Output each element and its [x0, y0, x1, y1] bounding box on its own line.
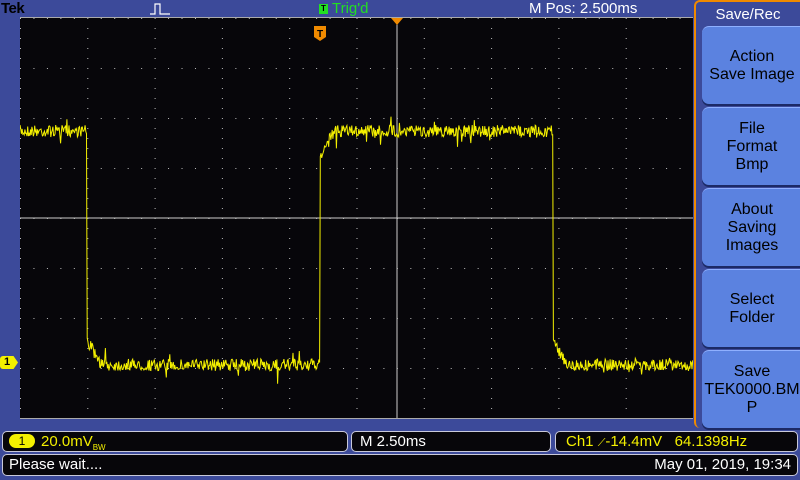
svg-text:T: T — [317, 29, 323, 40]
trigger-badge: T — [319, 3, 328, 14]
menu-title: Save/Rec — [715, 6, 781, 23]
message-bar: Please wait.... May 01, 2019, 19:34 — [2, 454, 798, 476]
trigger-status: T Trig'd — [319, 0, 368, 17]
action-button[interactable]: Action Save Image — [702, 26, 800, 104]
graticule: T — [20, 18, 693, 418]
trigger-level: -14.4mV — [605, 433, 663, 450]
trigger-readout[interactable]: Ch1 ⟋-14.4mV 64.1398Hz — [555, 431, 798, 452]
trigger-point-marker — [391, 18, 403, 25]
vertical-scale: 20.0mV — [41, 433, 93, 450]
file-format-button[interactable]: File Format Bmp — [702, 107, 800, 185]
channel-scale-readout[interactable]: 1 20.0mVBW — [2, 431, 348, 452]
frequency-readout: 64.1398Hz — [674, 433, 748, 450]
rising-edge-icon: ⟋ — [597, 437, 606, 449]
date-time: May 01, 2019, 19:34 — [654, 456, 791, 473]
trigger-position-marker: T — [314, 26, 326, 41]
waveform-display[interactable]: T — [20, 17, 693, 419]
channel1-ground-marker[interactable]: 1 — [0, 356, 18, 369]
save-file-button[interactable]: Save TEK0000.BM P — [702, 350, 800, 428]
channel-badge: 1 — [9, 434, 35, 448]
timebase-readout[interactable]: M 2.50ms — [351, 431, 551, 452]
trigger-status-text: Trig'd — [332, 0, 369, 17]
pulse-run-icon — [150, 3, 170, 15]
select-folder-button[interactable]: Select Folder — [702, 269, 800, 347]
bw-limit-indicator: BW — [92, 443, 106, 452]
horizontal-position: M Pos: 2.500ms — [529, 0, 638, 17]
status-message: Please wait.... — [9, 456, 103, 473]
about-saving-images-button[interactable]: About Saving Images — [702, 188, 800, 266]
side-menu: Save/Rec Action Save Image File Format B… — [694, 0, 800, 428]
channel1-trace — [20, 116, 693, 384]
trigger-source: Ch1 — [566, 433, 594, 450]
brand-logo: Tek — [1, 0, 25, 17]
